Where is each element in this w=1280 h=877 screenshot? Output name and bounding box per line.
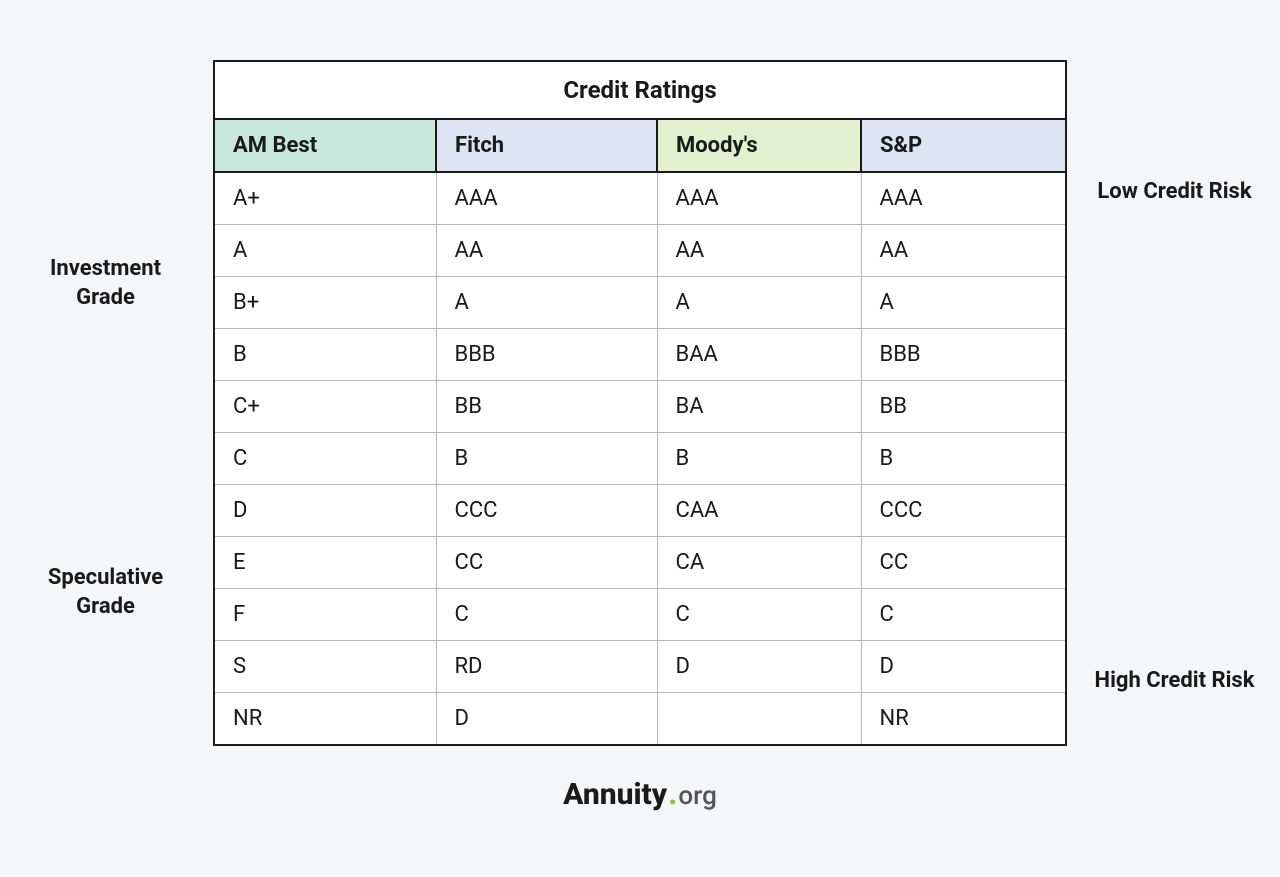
high-credit-risk-label: High Credit Risk: [1095, 667, 1255, 696]
table-cell: A+: [215, 172, 436, 225]
table-row: SRDDD: [215, 641, 1065, 693]
table-row: C+BBBABB: [215, 381, 1065, 433]
table-body: A+AAAAAAAAAAAAAAAAB+AAABBBBBAABBBC+BBBAB…: [215, 172, 1065, 744]
table-cell: D: [657, 641, 861, 693]
table-cell: C+: [215, 381, 436, 433]
table-cell: BB: [436, 381, 657, 433]
table-cell: CCC: [436, 485, 657, 537]
table-cell: BBB: [436, 329, 657, 381]
table-cell: BB: [861, 381, 1065, 433]
table-cell: AAA: [657, 172, 861, 225]
credit-ratings-layout: Investment Grade Speculative Grade Credi…: [18, 60, 1262, 746]
credit-ratings-table: AM Best Fitch Moody's S&P A+AAAAAAAAAAAA…: [215, 120, 1065, 744]
left-grade-labels: Investment Grade Speculative Grade: [18, 60, 213, 746]
table-cell: CC: [436, 537, 657, 589]
column-header-fitch: Fitch: [436, 120, 657, 172]
table-cell: [657, 693, 861, 745]
table-cell: C: [657, 589, 861, 641]
table-cell: B: [215, 329, 436, 381]
logo-suffix: org: [678, 781, 716, 811]
table-cell: S: [215, 641, 436, 693]
table-cell: NR: [861, 693, 1065, 745]
table-row: NRDNR: [215, 693, 1065, 745]
table-cell: C: [215, 433, 436, 485]
table-cell: C: [436, 589, 657, 641]
table-row: B+AAA: [215, 277, 1065, 329]
table-row: A+AAAAAAAAA: [215, 172, 1065, 225]
column-header-ambest: AM Best: [215, 120, 436, 172]
table-row: FCCC: [215, 589, 1065, 641]
table-cell: NR: [215, 693, 436, 745]
low-credit-risk-label: Low Credit Risk: [1097, 178, 1251, 207]
table-cell: AA: [861, 225, 1065, 277]
table-cell: F: [215, 589, 436, 641]
logo-dot: .: [668, 774, 677, 812]
table-cell: CA: [657, 537, 861, 589]
table-cell: BAA: [657, 329, 861, 381]
table-title: Credit Ratings: [215, 62, 1065, 120]
column-header-sp: S&P: [861, 120, 1065, 172]
table-cell: RD: [436, 641, 657, 693]
table-cell: A: [215, 225, 436, 277]
table-cell: B: [657, 433, 861, 485]
table-cell: BBB: [861, 329, 1065, 381]
table-cell: CAA: [657, 485, 861, 537]
table-cell: A: [436, 277, 657, 329]
table-cell: AA: [657, 225, 861, 277]
table-row: BBBBBAABBB: [215, 329, 1065, 381]
credit-ratings-table-wrapper: Credit Ratings AM Best Fitch Moody's S&P…: [213, 60, 1067, 746]
table-cell: BA: [657, 381, 861, 433]
right-risk-labels: Low Credit Risk High Credit Risk: [1067, 60, 1262, 746]
table-cell: D: [861, 641, 1065, 693]
annuity-logo: Annuity . org: [563, 774, 717, 812]
table-cell: D: [215, 485, 436, 537]
table-cell: A: [861, 277, 1065, 329]
table-cell: AA: [436, 225, 657, 277]
table-row: CBBB: [215, 433, 1065, 485]
table-cell: D: [436, 693, 657, 745]
table-cell: B+: [215, 277, 436, 329]
logo-brand: Annuity: [563, 777, 667, 812]
table-row: DCCCCAACCC: [215, 485, 1065, 537]
table-header-row: AM Best Fitch Moody's S&P: [215, 120, 1065, 172]
table-row: ECCCACC: [215, 537, 1065, 589]
investment-grade-label: Investment Grade: [18, 255, 193, 312]
table-cell: CCC: [861, 485, 1065, 537]
table-cell: B: [436, 433, 657, 485]
table-cell: B: [861, 433, 1065, 485]
table-cell: C: [861, 589, 1065, 641]
table-cell: AAA: [861, 172, 1065, 225]
table-row: AAAAAAA: [215, 225, 1065, 277]
table-cell: A: [657, 277, 861, 329]
speculative-grade-label: Speculative Grade: [18, 564, 193, 621]
table-cell: E: [215, 537, 436, 589]
table-cell: AAA: [436, 172, 657, 225]
table-cell: CC: [861, 537, 1065, 589]
column-header-moodys: Moody's: [657, 120, 861, 172]
